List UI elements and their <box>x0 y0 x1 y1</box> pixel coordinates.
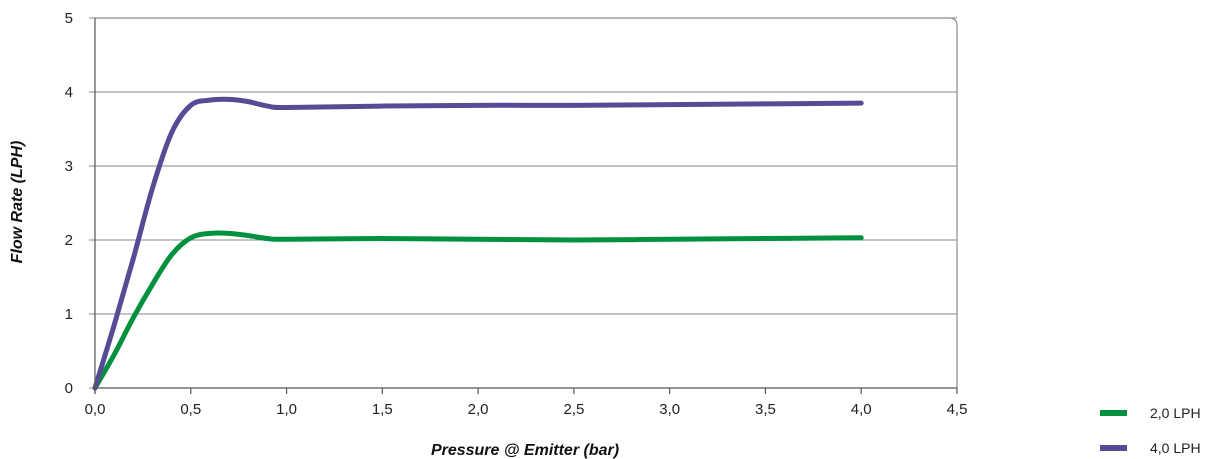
legend: 2,0 LPH 4,0 LPH <box>1100 405 1201 456</box>
series-layer <box>92 96 864 391</box>
x-tick-label: 0,5 <box>180 401 201 418</box>
x-tick-label: 1,5 <box>372 401 393 418</box>
x-tick-label: 1,0 <box>276 401 297 418</box>
y-axis-title: Flow Rate (LPH) <box>9 141 26 264</box>
x-tick-label: 4,0 <box>851 401 872 418</box>
y-tick-label: 5 <box>65 10 73 27</box>
grid-layer <box>89 17 958 389</box>
x-axis-title: Pressure @ Emitter (bar) <box>431 442 619 459</box>
x-tick-label: 4,5 <box>947 401 968 418</box>
x-tick-label: 3,0 <box>659 401 680 418</box>
plot-frame <box>95 17 958 388</box>
x-tick-label: 3,5 <box>755 401 776 418</box>
legend-swatch <box>1100 445 1127 451</box>
legend-label: 2,0 LPH <box>1150 405 1201 421</box>
series-line-2 <box>92 96 864 391</box>
x-tick-label: 2,5 <box>563 401 584 418</box>
y-tick-label: 4 <box>65 84 73 101</box>
series-line-1 <box>92 230 864 391</box>
x-tick-label: 2,0 <box>468 401 489 418</box>
y-tick-label: 1 <box>65 306 73 323</box>
legend-label: 4,0 LPH <box>1150 440 1201 456</box>
y-tick-label: 3 <box>65 158 73 175</box>
y-tick-label: 0 <box>65 380 73 397</box>
axis-layer: 0 1 2 3 4 5 0,0 0,5 1,0 1,5 2,0 2,5 3,0 3,5 4,0 4,5 <box>65 10 968 418</box>
legend-swatch <box>1100 410 1127 416</box>
y-tick-label: 2 <box>65 232 73 249</box>
x-tick-label: 0,0 <box>85 401 106 418</box>
